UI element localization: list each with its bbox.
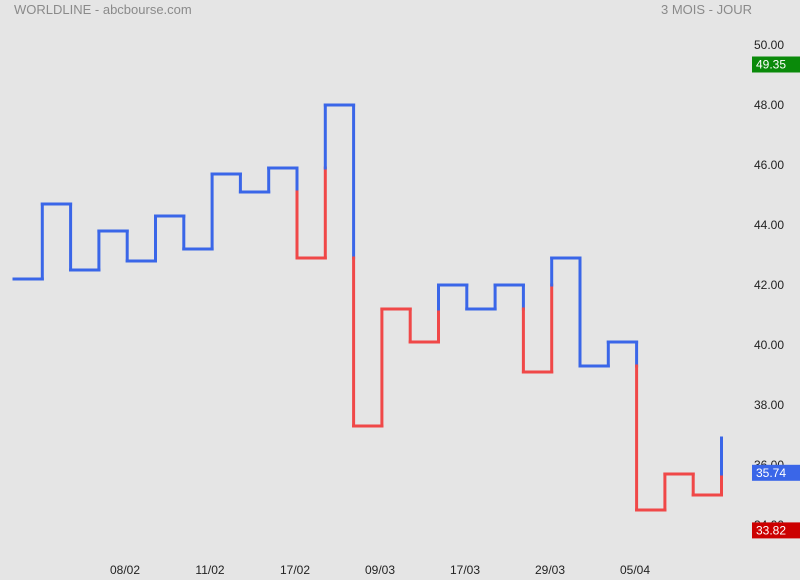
y-tick-label: 48.00 <box>754 98 784 112</box>
x-tick-label: 05/04 <box>620 563 650 577</box>
chart-period: 3 MOIS - JOUR <box>661 2 752 17</box>
y-tick-label: 44.00 <box>754 218 784 232</box>
chart-title: WORLDLINE - abcbourse.com <box>14 2 192 17</box>
y-tick-label: 38.00 <box>754 398 784 412</box>
kagi-series <box>12 103 723 512</box>
price-badge-label: 33.82 <box>756 523 786 537</box>
y-tick-label: 40.00 <box>754 338 784 352</box>
y-tick-label: 46.00 <box>754 158 784 172</box>
x-tick-label: 17/02 <box>280 563 310 577</box>
price-badge <box>752 464 800 481</box>
x-tick-label: 17/03 <box>450 563 480 577</box>
price-badge <box>752 522 800 539</box>
x-tick-label: 29/03 <box>535 563 565 577</box>
x-tick-label: 11/02 <box>195 563 224 577</box>
price-badge-label: 35.74 <box>756 466 786 480</box>
y-tick-label: 42.00 <box>754 278 784 292</box>
price-badge <box>752 56 800 73</box>
x-tick-label: 09/03 <box>365 563 395 577</box>
y-axis: 34.0036.0038.0040.0042.0044.0046.0048.00… <box>754 38 784 532</box>
x-tick-label: 08/02 <box>110 563 140 577</box>
y-tick-label: 50.00 <box>754 38 784 52</box>
price-badges: 49.35 35.74 33.82 <box>752 56 800 539</box>
x-axis: 08/02 11/02 17/02 09/03 17/03 29/03 05/04 <box>110 563 650 577</box>
price-badge-label: 49.35 <box>756 58 786 72</box>
